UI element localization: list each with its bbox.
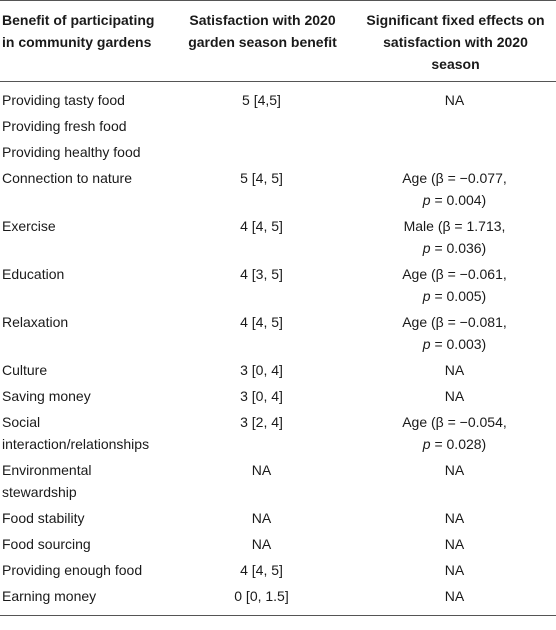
p-symbol: p (422, 240, 431, 256)
effect-text: Age (β = −0.077, (402, 170, 507, 186)
effect-cell: NA (444, 362, 465, 378)
benefit-cell: Earning money (0, 583, 170, 616)
benefit-cell: Environmental stewardship (2, 462, 92, 500)
satisfaction-cell (170, 139, 355, 165)
satisfaction-cell (170, 113, 355, 139)
table-row: Food stability NA NA (0, 505, 556, 531)
p-symbol: p (422, 288, 431, 304)
table-row: Providing enough food 4 [4, 5] NA (0, 557, 556, 583)
satisfaction-cell: NA (251, 462, 272, 478)
table-row: Connection to nature 5 [4, 5] Age (β = −… (0, 165, 556, 213)
table-row: Earning money 0 [0, 1.5] NA (0, 583, 556, 616)
effect-cell: Male (β = 1.713, p = 0.036) (355, 213, 556, 261)
table-row: Exercise 4 [4, 5] Male (β = 1.713, p = 0.… (0, 213, 556, 261)
benefit-cell: Culture (2, 362, 48, 378)
table-header: Benefit of participating in community ga… (0, 0, 556, 82)
header-benefit: Benefit of participating in community ga… (0, 0, 170, 82)
benefit-cell: Saving money (2, 388, 91, 404)
satisfaction-cell: 4 [3, 5] (240, 266, 283, 282)
effect-text: Male (β = 1.713, (403, 218, 506, 234)
effect-cell: NA (444, 536, 465, 552)
effect-cell (355, 139, 556, 165)
benefit-cell: Food stability (2, 510, 85, 526)
effect-text: Age (β = −0.054, (402, 414, 507, 430)
satisfaction-cell: NA (251, 536, 272, 552)
benefit-cell: Connection to nature (2, 170, 132, 186)
effect-cell: NA (355, 583, 556, 616)
effect-cell: Age (β = −0.081, p = 0.003) (355, 309, 556, 357)
effect-cell (355, 113, 556, 139)
table-row: Providing fresh food (0, 113, 556, 139)
benefit-cell: Social interaction/relationships (2, 414, 150, 452)
satisfaction-cell: NA (251, 510, 272, 526)
table-row: Saving money 3 [0, 4] NA (0, 383, 556, 409)
effect-cell: NA (444, 510, 465, 526)
benefit-cell: Exercise (2, 218, 56, 234)
satisfaction-cell: 3 [0, 4] (240, 388, 283, 404)
table-row: Relaxation 4 [4, 5] Age (β = −0.081, p = … (0, 309, 556, 357)
header-effects: Significant fixed effects on satisfactio… (355, 0, 556, 82)
effect-cell: Age (β = −0.061, p = 0.005) (355, 261, 556, 309)
header-row: Benefit of participating in community ga… (0, 0, 556, 82)
table-row: Environmental stewardship NA NA (0, 457, 556, 505)
effect-cell: NA (444, 388, 465, 404)
satisfaction-cell: 0 [0, 1.5] (170, 583, 355, 616)
benefit-cell: Providing fresh food (2, 118, 127, 134)
p-value: = 0.005) (430, 288, 487, 304)
effect-cell: Age (β = −0.077, p = 0.004) (355, 165, 556, 213)
table-body: Providing tasty food 5 [4,5] NA Providin… (0, 82, 556, 616)
benefit-cell: Relaxation (2, 314, 69, 330)
p-symbol: p (422, 336, 431, 352)
effect-cell: NA (444, 462, 465, 478)
benefit-cell: Education (2, 266, 65, 282)
benefits-table: Benefit of participating in community ga… (0, 0, 556, 616)
satisfaction-cell: 5 [4,5] (242, 92, 281, 108)
effect-text: Age (β = −0.061, (402, 266, 507, 282)
satisfaction-cell: 3 [2, 4] (240, 414, 283, 430)
effect-text: Age (β = −0.081, (402, 314, 507, 330)
satisfaction-cell: 5 [4, 5] (240, 170, 283, 186)
p-value: = 0.004) (430, 192, 487, 208)
p-symbol: p (422, 436, 431, 452)
p-value: = 0.036) (430, 240, 487, 256)
header-satisfaction: Satisfaction with 2020 garden season ben… (170, 0, 355, 82)
table-row: Food sourcing NA NA (0, 531, 556, 557)
p-value: = 0.003) (430, 336, 487, 352)
effect-cell: NA (444, 92, 465, 108)
benefit-cell: Providing enough food (2, 562, 143, 578)
satisfaction-cell: 4 [4, 5] (240, 314, 283, 330)
benefit-cell: Providing healthy food (2, 144, 141, 160)
benefit-cell: Food sourcing (2, 536, 91, 552)
satisfaction-cell: 3 [0, 4] (240, 362, 283, 378)
p-symbol: p (422, 192, 431, 208)
effect-cell: Age (β = −0.054, p = 0.028) (355, 409, 556, 457)
table-row: Providing healthy food (0, 139, 556, 165)
table-row: Education 4 [3, 5] Age (β = −0.061, p = 0… (0, 261, 556, 309)
table-row: Providing tasty food 5 [4,5] NA (0, 82, 556, 114)
table-row: Culture 3 [0, 4] NA (0, 357, 556, 383)
p-value: = 0.028) (430, 436, 487, 452)
satisfaction-cell: 4 [4, 5] (240, 562, 283, 578)
table-row: Social interaction/relationships 3 [2, 4… (0, 409, 556, 457)
benefit-cell: Providing tasty food (2, 92, 125, 108)
satisfaction-cell: 4 [4, 5] (240, 218, 283, 234)
effect-cell: NA (444, 562, 465, 578)
